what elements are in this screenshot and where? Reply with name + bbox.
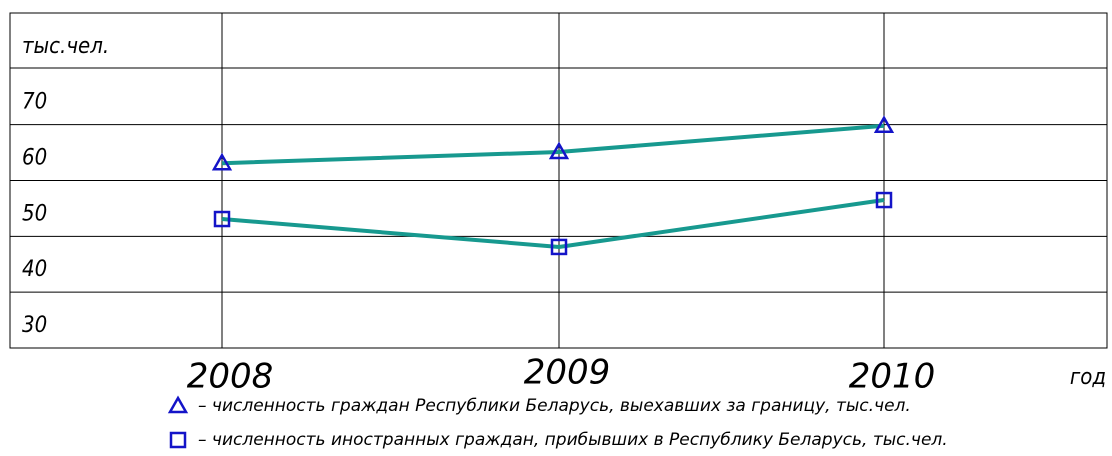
x-axis-label: год xyxy=(1070,365,1106,390)
series-line xyxy=(221,198,885,249)
y-axis-label: тыс.чел. xyxy=(22,34,109,59)
data-point xyxy=(875,191,893,209)
data-point xyxy=(211,152,233,171)
y-tick-label: 40 xyxy=(22,257,47,282)
series-line xyxy=(221,123,885,166)
data-point xyxy=(873,115,895,134)
y-tick-label: 30 xyxy=(22,313,47,338)
legend-label: – численность граждан Республики Беларус… xyxy=(198,396,911,416)
y-tick-label: 50 xyxy=(22,201,47,226)
x-tick-label: 2009 xyxy=(524,353,611,393)
legend-marker xyxy=(167,395,189,414)
y-tick-label: 60 xyxy=(22,146,47,171)
legend-marker xyxy=(169,431,187,449)
y-tick-label: 70 xyxy=(22,90,47,115)
x-tick-label: 2010 xyxy=(849,357,936,397)
x-tick-label: 2008 xyxy=(187,357,274,397)
data-point xyxy=(550,238,568,256)
data-point xyxy=(548,141,570,160)
legend-label: – численность иностранных граждан, прибы… xyxy=(198,430,948,450)
data-point xyxy=(213,210,231,228)
